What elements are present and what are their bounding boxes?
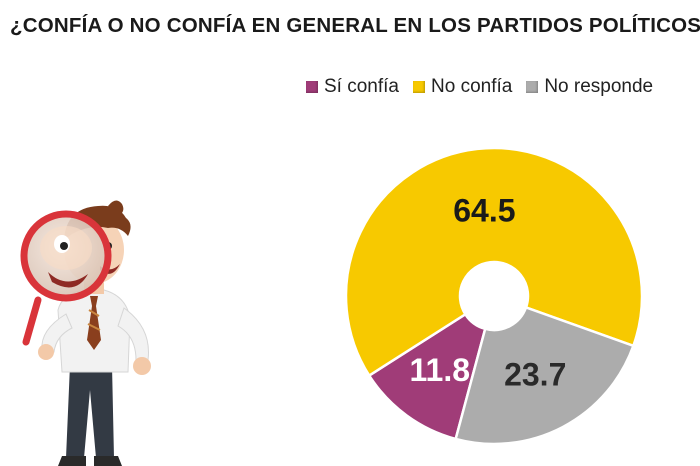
legend-swatch-si-confia: [306, 81, 318, 93]
data-label-no-responde: 23.7: [504, 357, 566, 393]
donut-slice-no-confia: [344, 146, 644, 378]
legend-swatch-no-responde: [526, 81, 539, 93]
legend-label-si-confia: Sí confía: [324, 76, 399, 97]
man-with-magnifying-glass-illustration: [20, 200, 151, 466]
chart-title: ¿CONFÍA O NO CONFÍA EN GENERAL EN LOS PA…: [10, 14, 700, 37]
donut-slices: [344, 146, 644, 446]
donut-slice-no-responde: [454, 305, 635, 446]
chart-legend: Sí confía No confía No responde: [306, 76, 653, 98]
legend-item-no-responde: No responde: [526, 76, 653, 98]
legend-label-no-confia: No confía: [431, 76, 513, 97]
legend-label-no-responde: No responde: [544, 76, 654, 97]
donut-slice-si-confia: [367, 312, 487, 441]
data-label-no-confia: 64.5: [453, 193, 515, 229]
legend-item-si-confia: Sí confía: [306, 76, 399, 98]
data-label-si-confia: 11.8: [409, 352, 470, 388]
legend-swatch-no-confia: [413, 81, 425, 93]
donut-labels: 11.8 64.5 23.7: [409, 193, 566, 393]
legend-item-no-confia: No confía: [413, 76, 512, 98]
